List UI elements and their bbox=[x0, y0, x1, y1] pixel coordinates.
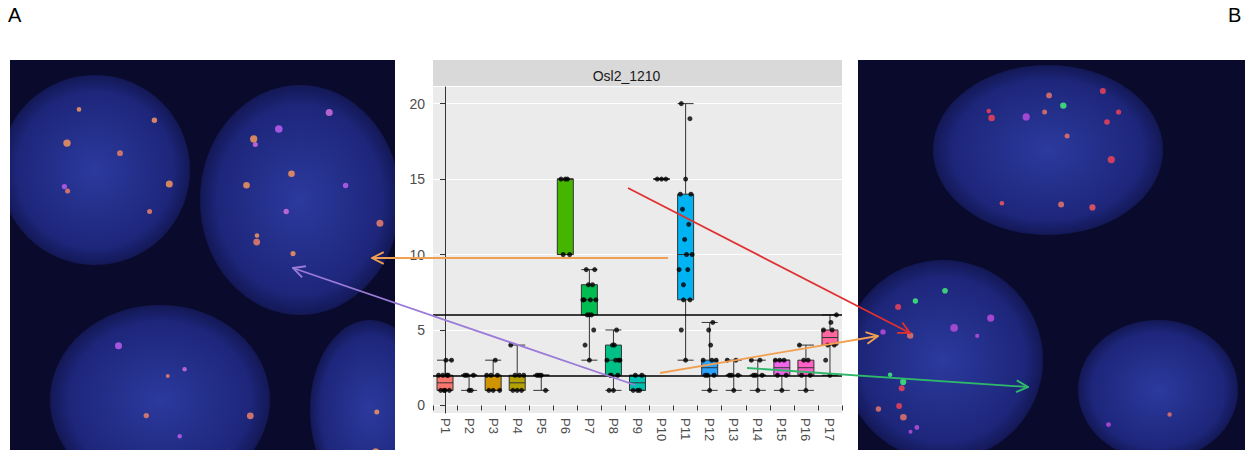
svg-text:P4: P4 bbox=[510, 418, 525, 434]
svg-text:5: 5 bbox=[417, 322, 425, 338]
svg-text:P15: P15 bbox=[774, 418, 789, 441]
svg-text:P2: P2 bbox=[462, 418, 477, 434]
svg-text:P10: P10 bbox=[654, 418, 669, 441]
svg-text:20: 20 bbox=[409, 96, 425, 112]
svg-text:P1: P1 bbox=[438, 418, 453, 434]
html-text:A: A bbox=[8, 4, 22, 26]
svg-text:P16: P16 bbox=[798, 418, 813, 441]
svg-text:P13: P13 bbox=[726, 418, 741, 441]
html-text:B: B bbox=[1228, 4, 1242, 26]
svg-text:P9: P9 bbox=[630, 418, 645, 434]
svg-text:P6: P6 bbox=[558, 418, 573, 434]
svg-text:P12: P12 bbox=[702, 418, 717, 441]
svg-text:0: 0 bbox=[417, 397, 425, 413]
svg-text:P7: P7 bbox=[582, 418, 597, 434]
svg-text:P8: P8 bbox=[606, 418, 621, 434]
svg-text:P11: P11 bbox=[678, 418, 693, 440]
svg-text:10: 10 bbox=[409, 247, 425, 263]
svg-text:15: 15 bbox=[409, 171, 425, 187]
svg-text:P3: P3 bbox=[486, 418, 501, 434]
svg-text:P14: P14 bbox=[750, 418, 765, 441]
svg-text:P5: P5 bbox=[534, 418, 549, 434]
svg-text:P17: P17 bbox=[822, 418, 837, 441]
svg-text:Osl2_1210: Osl2_1210 bbox=[593, 68, 661, 84]
